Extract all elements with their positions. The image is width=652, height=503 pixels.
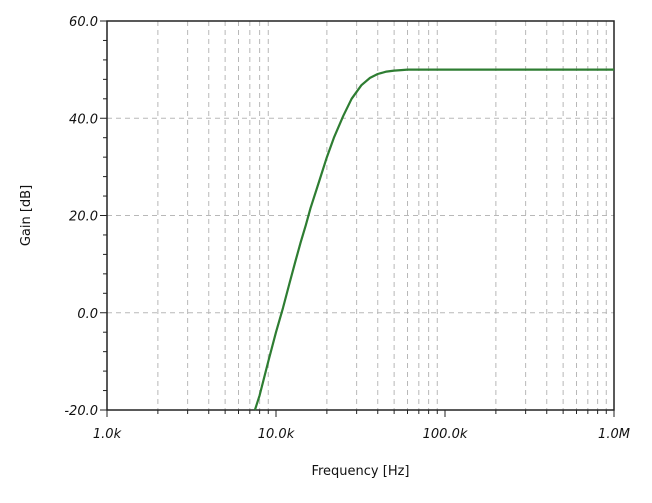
x-tick-label: 1.0k: [93, 427, 122, 442]
x-tick-label: 1.0M: [598, 427, 630, 442]
x-tick-label: 100.0k: [423, 427, 468, 442]
y-tick-label: -20.0: [64, 404, 98, 419]
y-axis-label: Gain [dB]: [19, 185, 34, 246]
axis-ticks: [100, 20, 615, 417]
tick-labels: -20.0 0.0 20.0 40.0 60.0 1.0k 10.0k 100.0k 1.0M: [64, 15, 630, 442]
y-tick-label: 40.0: [69, 112, 98, 127]
x-tick-label: 10.0k: [258, 427, 295, 442]
x-axis-label: Frequency [Hz]: [311, 464, 409, 479]
y-tick-label: 0.0: [77, 307, 98, 322]
y-tick-label: 20.0: [69, 210, 98, 225]
grid: [107, 21, 614, 410]
series-group: [253, 68, 614, 411]
y-tick-label: 60.0: [69, 15, 98, 30]
series-line-0: [253, 68, 614, 411]
